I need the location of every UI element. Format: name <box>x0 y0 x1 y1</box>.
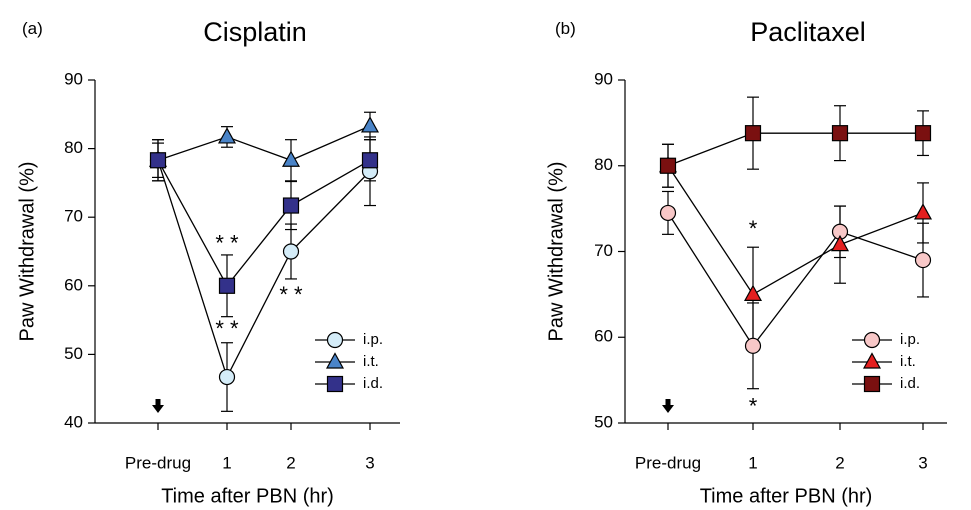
y-tick-label: 40 <box>64 412 83 431</box>
chart-title: Paclitaxel <box>750 17 866 47</box>
data-point-circle <box>914 251 932 269</box>
x-tick-label: 3 <box>918 453 927 472</box>
panel-label: (a) <box>22 19 43 38</box>
y-axis-label: Paw Withdrawal (%) <box>545 161 567 341</box>
y-tick-label: 90 <box>64 69 83 88</box>
y-tick-label: 80 <box>594 155 613 174</box>
data-point-square <box>149 152 167 169</box>
x-tick-label: 1 <box>222 453 231 472</box>
data-point-square <box>659 157 677 174</box>
legend-label: i.p. <box>363 331 383 348</box>
legend-label: i.p. <box>900 331 920 348</box>
legend-label: i.d. <box>363 375 383 392</box>
significance-annotation: * * <box>215 230 239 255</box>
data-point-triangle <box>913 203 933 220</box>
legend-marker-square <box>863 375 881 393</box>
data-point-circle <box>744 337 762 354</box>
x-axis-label: Time after PBN (hr) <box>700 485 873 507</box>
y-axis-label: Paw Withdrawal (%) <box>16 161 38 341</box>
x-tick-label: 2 <box>286 453 295 472</box>
legend-marker-square <box>326 375 344 393</box>
data-point-square <box>218 277 236 294</box>
y-tick-label: 80 <box>64 138 83 157</box>
data-point-circle <box>218 368 236 386</box>
data-point-square <box>282 197 300 214</box>
injection-arrow-icon <box>152 399 164 413</box>
panel-label: (b) <box>555 19 576 38</box>
series-line-triangle <box>667 165 924 296</box>
series-line-square <box>157 159 371 287</box>
series-line-triangle <box>157 125 371 161</box>
x-tick-label: 3 <box>365 453 374 472</box>
data-point-triangle <box>743 284 763 301</box>
x-tick-label: Pre-drug <box>635 453 701 472</box>
injection-arrow-icon <box>662 399 674 413</box>
x-tick-label: 2 <box>835 453 844 472</box>
significance-annotation: * * <box>279 282 303 307</box>
data-point-triangle <box>830 234 850 252</box>
chart-title: Cisplatin <box>203 17 307 47</box>
legend-label: i.t. <box>900 353 916 370</box>
data-point-square <box>914 125 932 142</box>
data-point-circle <box>659 204 677 222</box>
series-line-square <box>667 132 923 167</box>
x-tick-label: Pre-drug <box>125 453 191 472</box>
data-point-triangle <box>217 127 237 144</box>
data-point-square <box>744 125 762 142</box>
significance-annotation: * <box>749 393 758 418</box>
y-tick-label: 50 <box>594 412 613 431</box>
series-line-circle <box>157 160 371 379</box>
legend-marker-triangle <box>862 352 882 369</box>
significance-annotation: * * <box>215 316 239 341</box>
data-point-triangle <box>281 150 301 167</box>
legend-marker-circle <box>326 331 344 349</box>
y-tick-label: 60 <box>594 327 613 346</box>
data-point-square <box>831 125 849 142</box>
data-point-circle <box>282 243 300 260</box>
data-point-square <box>361 152 379 169</box>
y-tick-label: 70 <box>64 207 83 226</box>
significance-annotation: * <box>749 216 758 241</box>
legend-marker-triangle <box>325 352 345 369</box>
x-tick-label: 1 <box>748 453 757 472</box>
series-line-circle <box>667 212 924 347</box>
y-tick-label: 90 <box>594 69 613 88</box>
x-axis-label: Time after PBN (hr) <box>161 485 334 507</box>
legend-marker-circle <box>863 331 881 349</box>
legend-label: i.t. <box>363 353 379 370</box>
y-tick-label: 50 <box>64 344 83 363</box>
data-point-triangle <box>360 116 380 133</box>
y-tick-label: 60 <box>64 275 83 294</box>
legend-label: i.d. <box>900 375 920 392</box>
y-tick-label: 70 <box>594 241 613 260</box>
